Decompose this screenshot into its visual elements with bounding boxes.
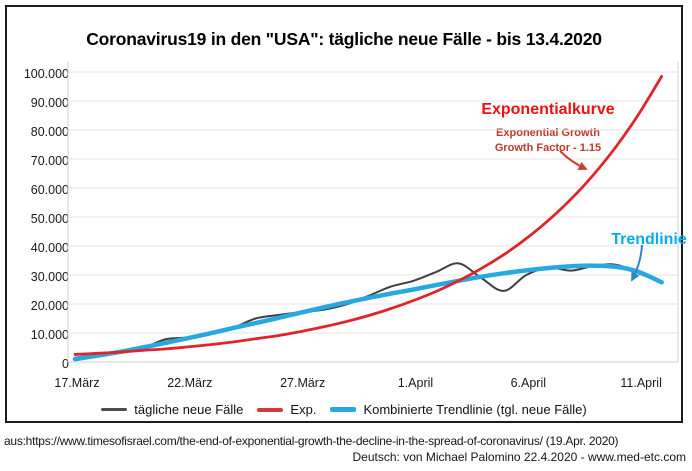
legend-item-trendline: Kombinierte Trendlinie (tgl. neue Fälle) — [330, 402, 587, 417]
y-axis-label: 0 — [62, 357, 69, 371]
trendline-label: Trendlinie — [611, 231, 687, 248]
legend-item-exponential: Exp. — [257, 402, 316, 417]
x-axis-label: 6.April — [510, 376, 547, 390]
exponential-curve-label: Exponentialkurve — [458, 101, 638, 119]
x-axis-label: 17.März — [54, 376, 100, 390]
exponential-line-swatch — [257, 407, 284, 412]
legend-label: Kombinierte Trendlinie (tgl. neue Fälle) — [363, 402, 587, 417]
y-axis-label: 10.000 — [30, 328, 69, 342]
credit-line: Deutsch: von Michael Palomino 22.4.2020 … — [352, 450, 687, 464]
chart-legend: tägliche neue Fälle Exp. Kombinierte Tre… — [7, 402, 681, 417]
x-axis-label: 1.April — [397, 376, 434, 390]
legend-label: Exp. — [290, 402, 317, 417]
y-axis-label: 80.000 — [30, 125, 69, 139]
y-axis-label: 90.000 — [30, 96, 69, 110]
y-axis-label: 30.000 — [30, 270, 69, 284]
exponential-growth-note-line2: Growth Factor - 1.15 — [468, 142, 628, 154]
legend-label: tägliche neue Fälle — [134, 402, 244, 417]
trendline-swatch — [330, 407, 357, 412]
daily-cases-line-swatch — [101, 408, 128, 411]
source-line: aus:https://www.timesofisrael.com/the-en… — [4, 434, 619, 448]
chart-panel: Coronavirus19 in den "USA": tägliche neu… — [5, 5, 687, 423]
x-axis-label: 11.April — [620, 376, 662, 390]
exponential-growth-note-line1: Exponential Growth — [468, 127, 628, 139]
y-axis-label: 70.000 — [30, 154, 69, 168]
y-axis-label: 60.000 — [30, 183, 69, 197]
y-axis-label: 40.000 — [30, 241, 69, 255]
chart-title: Coronavirus19 in den "USA": tägliche neu… — [86, 29, 602, 49]
x-axis-label: 27.März — [280, 376, 326, 390]
x-axis-label: 22.März — [167, 376, 213, 390]
y-axis-label: 100.000 — [23, 67, 69, 81]
y-axis-label: 50.000 — [30, 212, 69, 226]
y-axis-label: 20.000 — [30, 299, 69, 313]
legend-item-daily-cases: tägliche neue Fälle — [101, 402, 243, 417]
